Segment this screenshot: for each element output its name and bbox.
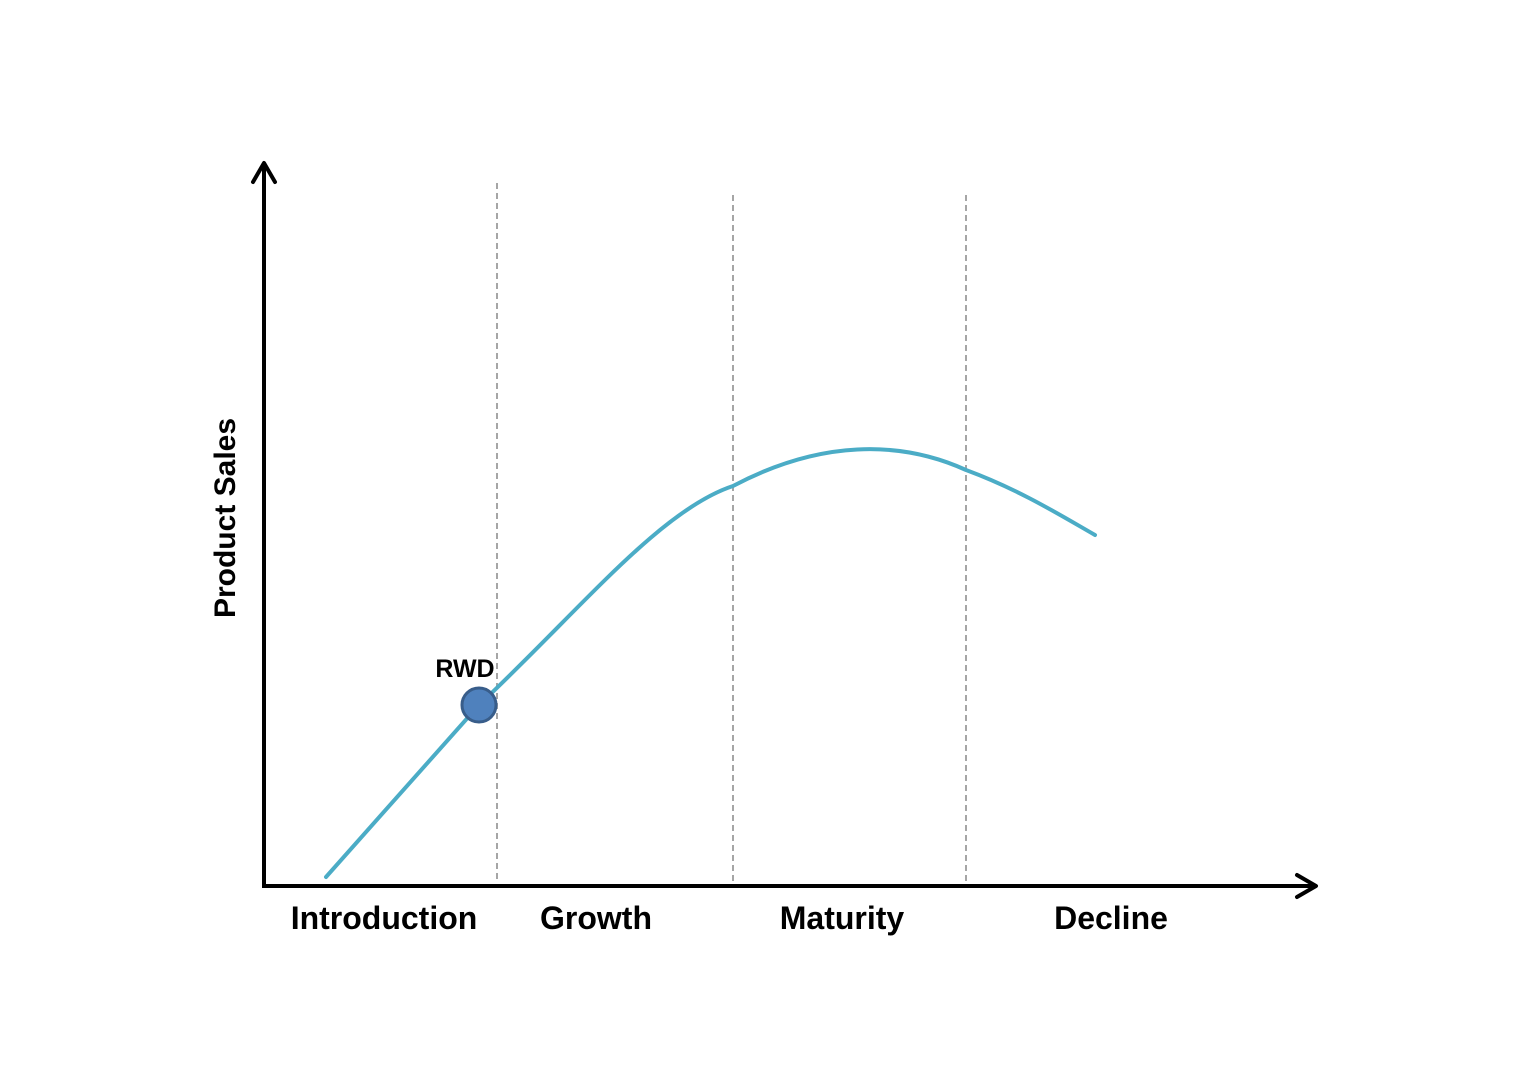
rwd-marker (460, 686, 498, 724)
stage-label-decline: Decline (1054, 900, 1168, 936)
x-axis-arrowhead (1295, 873, 1318, 899)
sales-curve (324, 447, 1097, 879)
stage-label-maturity: Maturity (780, 900, 905, 936)
stage-label-growth: Growth (540, 900, 652, 936)
rwd-marker-label: RWD (435, 655, 494, 683)
y-axis-arrowhead (251, 161, 277, 184)
y-axis-label: Product Sales (209, 418, 242, 618)
stage-label-introduction: Introduction (291, 900, 478, 936)
